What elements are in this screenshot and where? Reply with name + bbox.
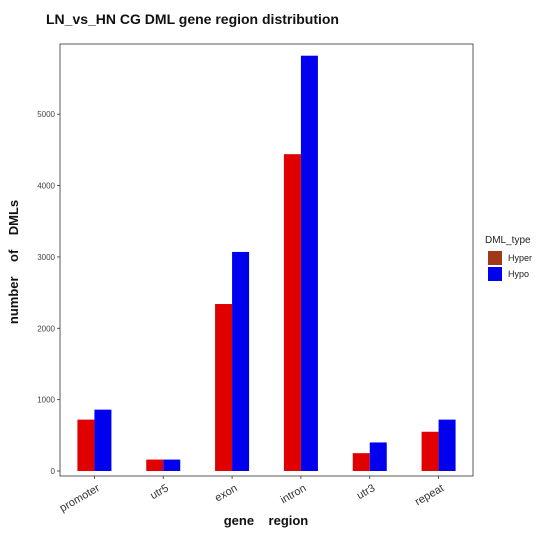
x-tick-label: exon: [213, 482, 240, 504]
y-tick-label: 3000: [37, 253, 55, 262]
bar-hypo-intron: [300, 55, 318, 472]
y-tick-label: 0: [51, 467, 56, 476]
x-axis-title: gene region: [224, 513, 309, 528]
bar-hypo-repeat: [438, 419, 456, 471]
bar-hypo-exon: [232, 251, 250, 471]
y-tick-label: 2000: [37, 324, 55, 333]
x-tick-label: promoter: [58, 482, 102, 515]
legend-key-hyper: [488, 251, 502, 265]
x-axis: promoter utr5 exon intron utr3 repeat: [58, 476, 446, 515]
bar-hyper-promoter: [77, 419, 95, 471]
bar-hyper-utr5: [146, 459, 164, 471]
legend-label-hypo: Hypo: [508, 269, 529, 279]
legend: DML_type Hyper Hypo: [485, 235, 532, 281]
chart-title: LN_vs_HN CG DML gene region distribution: [46, 11, 339, 27]
y-axis: 0 1000 2000 3000 4000 5000: [37, 110, 60, 476]
y-tick-label: 1000: [37, 396, 55, 405]
bar-hyper-repeat: [421, 431, 439, 471]
bar-hyper-utr3: [352, 453, 370, 471]
x-tick-label: intron: [279, 482, 309, 506]
x-tick-label: repeat: [413, 482, 446, 508]
bar-hypo-promoter: [94, 409, 112, 471]
x-tick-label: utr5: [148, 482, 170, 502]
y-tick-label: 5000: [37, 110, 55, 119]
legend-key-hypo: [488, 267, 502, 281]
bar-hypo-utr5: [163, 459, 181, 471]
plot-frame: [59, 43, 474, 477]
bar-hyper-intron: [283, 154, 301, 471]
y-tick-label: 4000: [37, 182, 55, 191]
bar-hyper-exon: [215, 304, 233, 471]
x-tick-label: utr3: [355, 482, 377, 502]
legend-label-hyper: Hyper: [508, 253, 532, 263]
bar-hypo-utr3: [369, 442, 387, 471]
y-axis-title: number of DMLs: [6, 200, 21, 324]
bars: [77, 55, 456, 472]
legend-title: DML_type: [485, 235, 531, 246]
